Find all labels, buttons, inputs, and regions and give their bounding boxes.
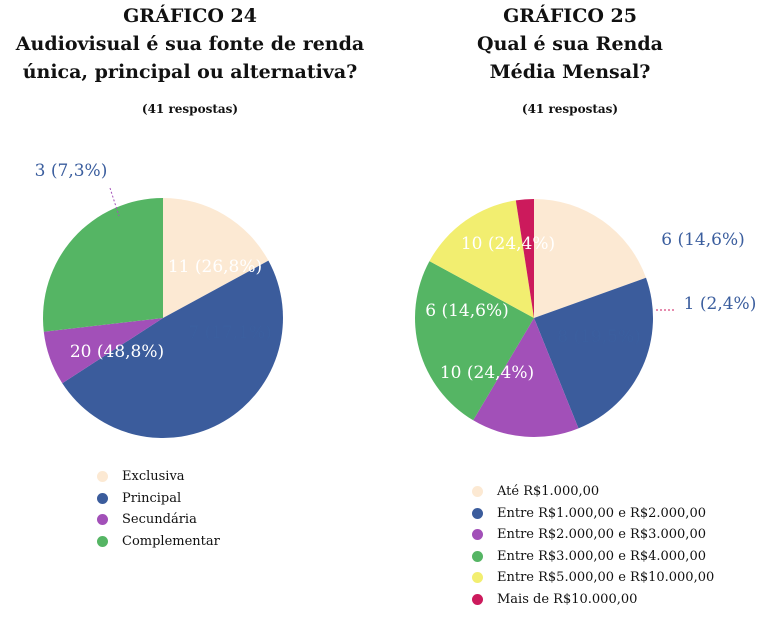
legend-swatch bbox=[472, 529, 483, 541]
pie-slice bbox=[62, 260, 283, 438]
legend-item: Entre R$5.000,00 e R$10.000,00 bbox=[472, 567, 714, 589]
data-label: 6 (14,6%) bbox=[425, 301, 509, 321]
legend-item: Principal bbox=[97, 488, 220, 510]
legend-label: Exclusiva bbox=[122, 469, 185, 485]
legend-item: Entre R$2.000,00 e R$3.000,00 bbox=[472, 524, 714, 546]
legend-swatch bbox=[472, 507, 483, 519]
pie-slice bbox=[163, 198, 269, 318]
chart-title-line: Média Mensal? bbox=[489, 61, 651, 83]
pie-slice bbox=[534, 277, 654, 429]
legend-swatch bbox=[97, 514, 108, 526]
chart-title-line: GRÁFICO 24 bbox=[123, 5, 257, 27]
pie-slice bbox=[429, 200, 534, 318]
data-label: 7 (17,1%) bbox=[188, 323, 272, 343]
legend-item: Complementar bbox=[97, 531, 220, 553]
pie-chart: 7 (17,1%) 20 (48,8%) 3 (7,3%) 11 (26,8%) bbox=[35, 161, 283, 438]
chart-title: GRÁFICO 25 Qual é sua Renda Média Mensal… bbox=[380, 2, 760, 86]
chart-subtitle: (41 respostas) bbox=[521, 102, 619, 116]
legend-label: Entre R$3.000,00 e R$4.000,00 bbox=[497, 548, 706, 564]
legend-swatch bbox=[472, 486, 483, 498]
legend-label: Mais de R$10.000,00 bbox=[497, 591, 638, 607]
data-label: 6 (14,6%) bbox=[661, 230, 745, 250]
legend-label: Entre R$2.000,00 e R$3.000,00 bbox=[497, 527, 706, 543]
pie-slice bbox=[415, 261, 534, 421]
chart-subtitle: (41 respostas) bbox=[141, 102, 239, 116]
data-label: 10 (24,4%) bbox=[461, 234, 555, 254]
chart-title-line: GRÁFICO 25 bbox=[503, 5, 637, 27]
legend-item: Secundária bbox=[97, 509, 220, 531]
legend-item: Mais de R$10.000,00 bbox=[472, 589, 714, 611]
legend-swatch bbox=[472, 550, 483, 562]
data-label: 1 (2,4%) bbox=[684, 294, 757, 314]
legend-swatch bbox=[97, 471, 108, 483]
chart-24: GRÁFICO 24 Audiovisual é sua fonte de re… bbox=[0, 2, 380, 552]
pie-slice bbox=[515, 199, 534, 318]
data-label: 10 (24,4%) bbox=[440, 363, 534, 383]
pie-slice bbox=[534, 199, 646, 318]
legend-item: Até R$1.000,00 bbox=[472, 481, 714, 503]
legend-label: Até R$1.000,00 bbox=[497, 484, 600, 500]
legend-swatch bbox=[97, 492, 108, 504]
chart-25: GRÁFICO 25 Qual é sua Renda Média Mensal… bbox=[380, 0, 760, 631]
chart-title-line: única, principal ou alternativa? bbox=[22, 61, 358, 83]
data-label: 20 (48,8%) bbox=[70, 342, 164, 362]
legend-swatch bbox=[97, 535, 108, 547]
data-label: 8 (19,5%) bbox=[557, 327, 641, 347]
label-leader-line bbox=[109, 187, 120, 217]
legend-label: Entre R$5.000,00 e R$10.000,00 bbox=[497, 570, 715, 586]
pie-slice bbox=[473, 318, 579, 437]
chart-title-line: Audiovisual é sua fonte de renda bbox=[15, 33, 365, 55]
legend-label: Secundária bbox=[122, 512, 197, 528]
legend-item: Exclusiva bbox=[97, 466, 220, 488]
legend: Até R$1.000,00 Entre R$1.000,00 e R$2.000… bbox=[472, 481, 714, 610]
data-label: 11 (26,8%) bbox=[168, 257, 262, 277]
chart-title-line: Qual é sua Renda bbox=[477, 33, 663, 55]
legend-label: Entre R$1.000,00 e R$2.000,00 bbox=[497, 505, 706, 521]
legend: Exclusiva Principal Secundária Complementar bbox=[97, 466, 220, 552]
legend-swatch bbox=[472, 572, 483, 584]
legend-swatch bbox=[472, 593, 483, 605]
pie-chart: 8 (19,5%) 10 (24,4%) 6 (14,6%) 10 (24,4%) 6 … bbox=[415, 199, 757, 437]
pie-slice bbox=[42, 198, 163, 332]
data-label: 3 (7,3%) bbox=[35, 161, 108, 181]
legend-item: Entre R$3.000,00 e R$4.000,00 bbox=[472, 546, 714, 568]
legend-label: Complementar bbox=[122, 533, 220, 549]
chart-title: GRÁFICO 24 Audiovisual é sua fonte de re… bbox=[0, 2, 380, 86]
legend-item: Entre R$1.000,00 e R$2.000,00 bbox=[472, 503, 714, 525]
pie-slice bbox=[43, 318, 163, 384]
legend-label: Principal bbox=[122, 490, 182, 506]
